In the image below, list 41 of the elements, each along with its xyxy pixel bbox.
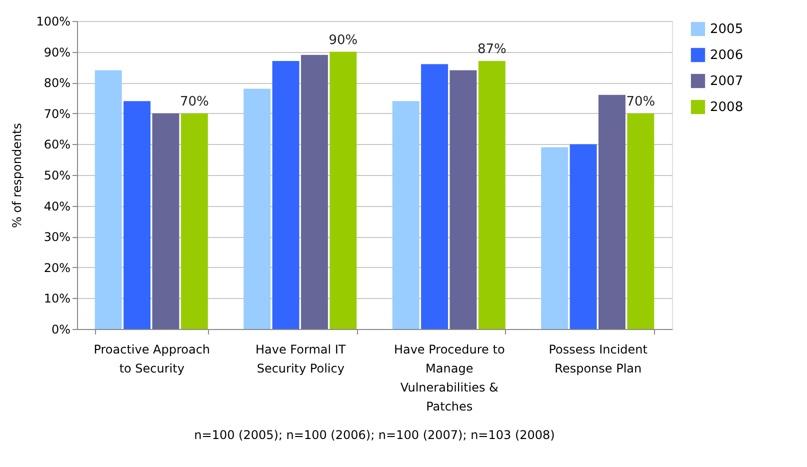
bar (180, 113, 208, 329)
y-axis-title: % of respondents (10, 122, 24, 228)
bar (94, 70, 122, 329)
y-tick-label: 100% (36, 14, 70, 28)
legend-label: 2005 (710, 22, 744, 37)
text: n=100 (2005); n=100 (2006); n=100 (2007); n=103 (2008) (194, 428, 555, 442)
y-tick-label: 90% (44, 45, 70, 60)
bar (244, 88, 271, 329)
bar (570, 144, 597, 329)
y-tick-label: 70% (44, 106, 70, 121)
y-tick-label: 30% (44, 230, 70, 244)
bar (478, 61, 506, 329)
bar (598, 94, 626, 329)
x-tick-label: Possess Incident Response Plan (548, 342, 648, 376)
bar (421, 64, 448, 329)
legend-label: 2008 (710, 100, 744, 115)
data-label: 70% (626, 94, 656, 110)
y-tick-label: 50% (44, 168, 70, 182)
bar (330, 52, 357, 329)
y-tick-label: 40% (44, 199, 70, 214)
x-tick-label: Have Formal IT Security Policy (255, 342, 346, 376)
bar (300, 54, 328, 329)
bar (272, 61, 300, 329)
bar (124, 101, 151, 329)
data-label: 90% (328, 32, 358, 48)
bar (152, 113, 180, 329)
bar (392, 101, 420, 329)
y-tick-label: 20% (44, 260, 70, 275)
data-label: 70% (180, 94, 209, 110)
x-tick-label: Proactive Approach to Security (94, 342, 210, 376)
legend-label: 2007 (710, 74, 744, 89)
y-tick-label: 0% (51, 322, 70, 336)
bar (627, 113, 654, 329)
y-tick-label: 80% (44, 76, 70, 90)
x-tick-label: Have Procedure to Manage Vulnerabilities & Patches (394, 342, 505, 414)
bar (541, 147, 568, 329)
legend-label: 2006 (710, 48, 744, 63)
bar (450, 70, 477, 329)
data-label: 87% (477, 42, 506, 58)
y-tick-label: 10% (44, 292, 70, 306)
y-tick-label: 60% (44, 138, 70, 152)
